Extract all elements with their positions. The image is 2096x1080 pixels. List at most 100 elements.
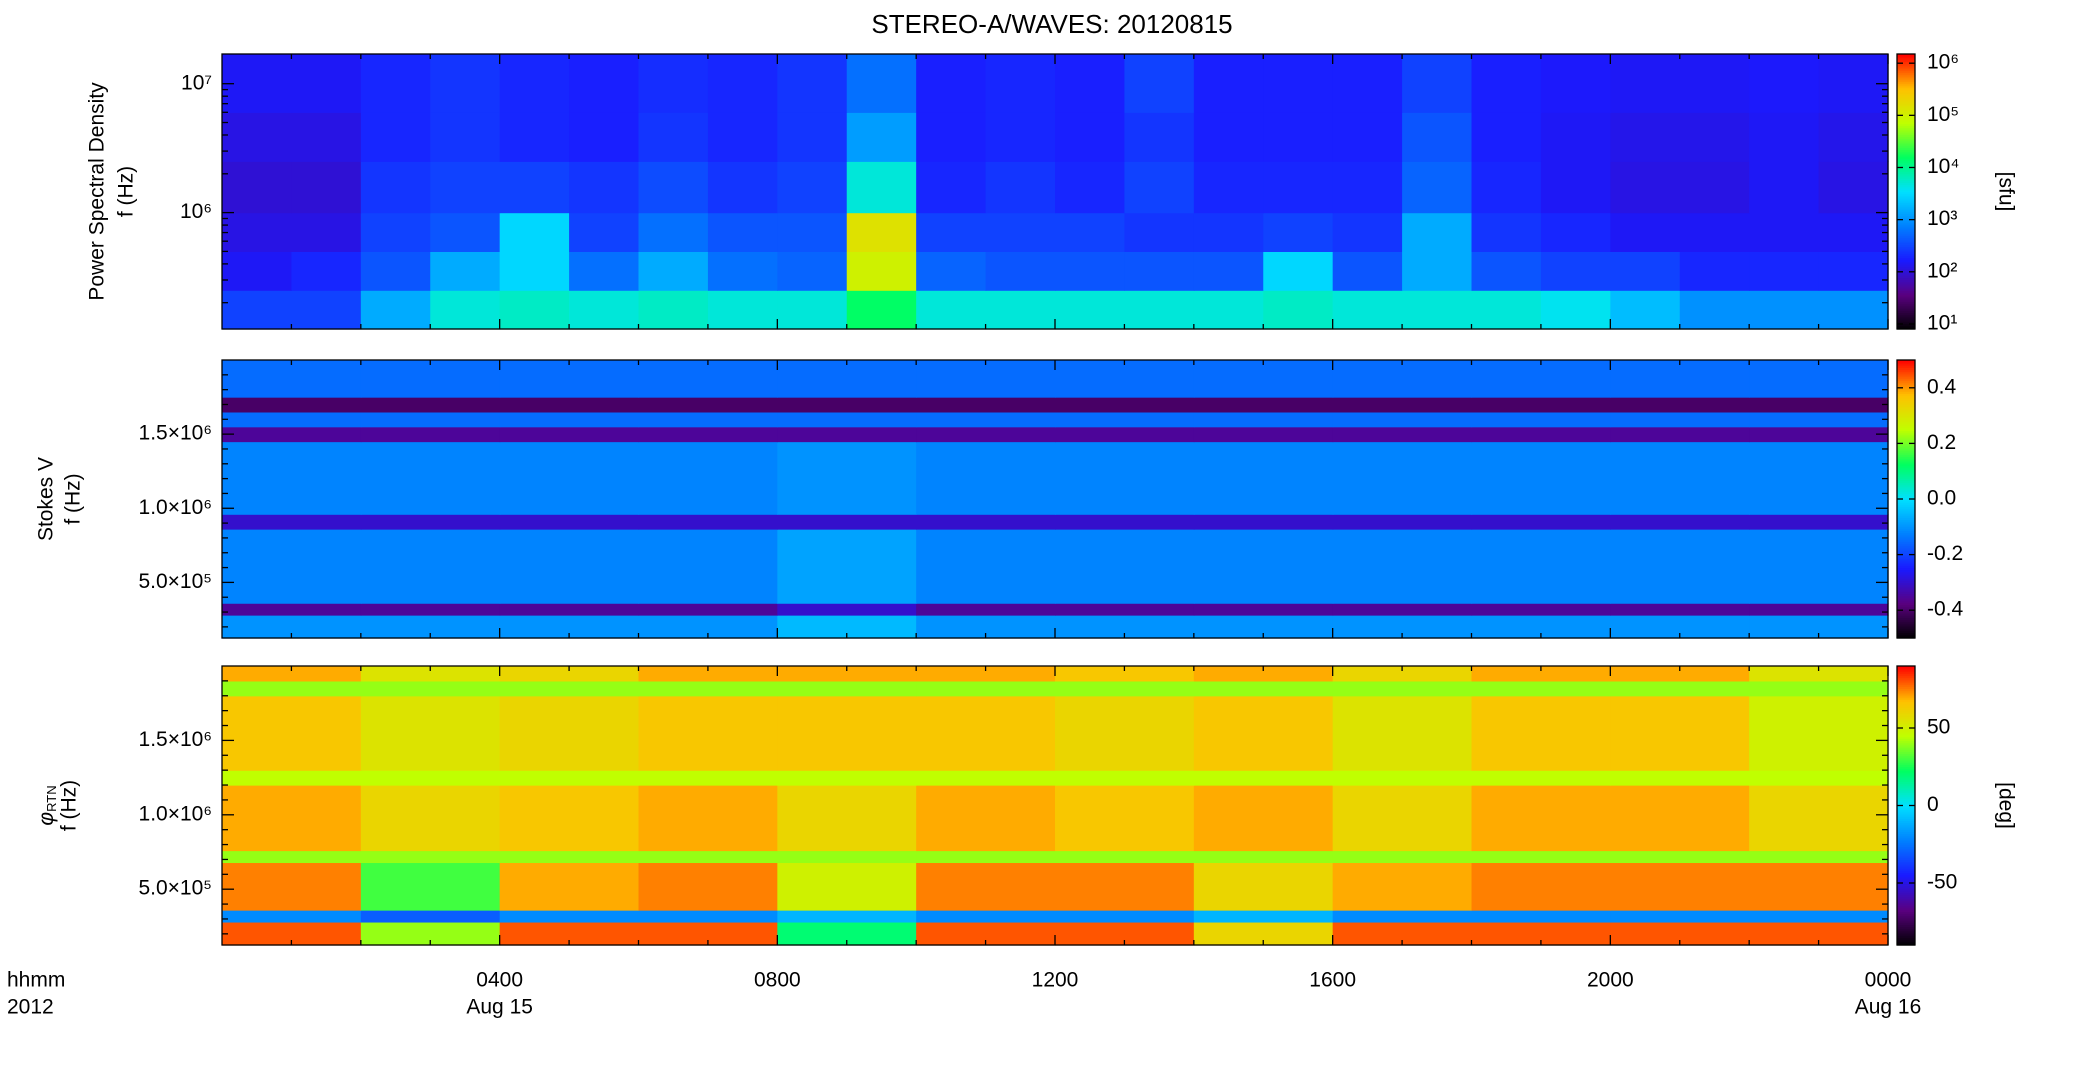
heatmap-cell [1402,112,1473,162]
heatmap-cell [291,161,362,214]
colorbar-strip [1897,835,1915,838]
colorbar-strip [1897,701,1915,704]
colorbar-strip [1897,597,1915,600]
heatmap-cell [1332,615,1473,639]
y-axis-symbol: φ [35,812,58,826]
heatmap-cell [1610,112,1681,162]
colorbar-strip [1897,98,1915,101]
colorbar-strip [1897,120,1915,123]
colorbar-strip [1897,281,1915,284]
colorbar-strip [1897,930,1915,933]
heatmap-cell [1402,54,1473,113]
heatmap-cell [638,112,709,162]
heatmap-cell [777,666,917,682]
colorbar-strip [1897,911,1915,914]
heatmap-cell [1402,290,1473,330]
colorbar-strip [1897,915,1915,918]
colorbar-strip [1897,576,1915,580]
colorbar-strip [1897,437,1915,441]
colorbar-strip [1897,762,1915,766]
x-axis-label: hhmm [7,969,65,992]
colorbar-strip [1897,226,1915,229]
x-axis-label: 2012 [7,996,54,1019]
colorbar-strip [1897,272,1915,275]
heatmap-cell [1471,290,1542,330]
colorbar-strip [1897,417,1915,420]
heatmap-cell [1332,251,1403,291]
heatmap-cell [499,666,640,682]
heatmap-cell [499,441,640,515]
colorbar-strip [1897,323,1915,326]
colorbar-strip [1897,705,1915,708]
heatmap-cell [638,251,709,291]
heatmap-cell [638,514,778,530]
heatmap-cell [916,514,1056,530]
heatmap-cell [1818,161,1889,214]
colorbar-strip [1897,727,1915,730]
heatmap-cell [1055,212,1126,252]
heatmap-cell [916,290,987,330]
heatmap-cell [360,770,501,786]
heatmap-cell [638,54,709,113]
heatmap-cell [499,290,570,330]
colorbar-strip [1897,467,1915,470]
heatmap-cell [1540,251,1611,291]
colorbar-strip [1897,107,1915,110]
colorbar-strip [1897,935,1915,939]
colorbar-strip [1897,264,1915,268]
colorbar-strip [1897,255,1915,259]
heatmap-cell [1471,212,1542,252]
colorbar-strip [1897,593,1915,596]
heatmap-cell [222,426,362,443]
colorbar-strip [1897,528,1915,532]
colorbar-strip [1897,439,1915,443]
colorbar-strip [1897,565,1915,569]
heatmap-cell [916,615,1056,639]
heatmap-cell [985,290,1056,330]
colorbar-strip [1897,371,1915,374]
colorbar-strip [1897,783,1915,786]
colorbar-strip [1897,360,1915,363]
heatmap-cell [1055,290,1126,330]
colorbar-strip [1897,149,1915,152]
colorbar-tick-label: -0.2 [1927,542,1963,565]
colorbar-strip [1897,204,1915,207]
heatmap-cell [1124,161,1195,214]
heatmap-cell [430,54,501,113]
heatmap-cell [222,921,362,946]
colorbar-strip [1897,759,1915,762]
colorbar-strip [1897,853,1915,857]
colorbar-strip [1897,816,1915,820]
heatmap-cell [360,441,501,515]
colorbar-strip [1897,753,1915,756]
heatmap-cell [1610,397,1750,413]
heatmap-cell [1610,680,1750,697]
heatmap-cell [1749,290,1820,330]
heatmap-cell [1749,850,1889,864]
colorbar-strip [1897,937,1915,941]
heatmap-cell [1610,921,1750,946]
colorbar-strip [1897,693,1915,697]
heatmap-cell [360,212,431,252]
heatmap-cell [1332,397,1473,413]
colorbar-strip [1897,695,1915,699]
heatmap-cell [1055,666,1195,682]
heatmap-cell [1818,290,1889,330]
date-label: Aug 16 [1855,996,1922,1019]
heatmap-cell [1193,603,1334,616]
colorbar-strip [1897,770,1915,773]
colorbar-strip [1897,805,1915,808]
colorbar-strip [1897,825,1915,829]
colorbar-strip [1897,285,1915,288]
colorbar-strip [1897,478,1915,482]
colorbar-strip [1897,926,1915,929]
colorbar-strip [1897,134,1915,138]
heatmap-cell [1332,411,1473,428]
colorbar-strip [1897,515,1915,519]
heatmap-cell [985,212,1056,252]
heatmap-cell [1679,251,1750,291]
colorbar-strip [1897,484,1915,487]
colorbar-strip [1897,798,1915,801]
heatmap-cell [360,921,501,946]
colorbar-strip [1897,456,1915,459]
